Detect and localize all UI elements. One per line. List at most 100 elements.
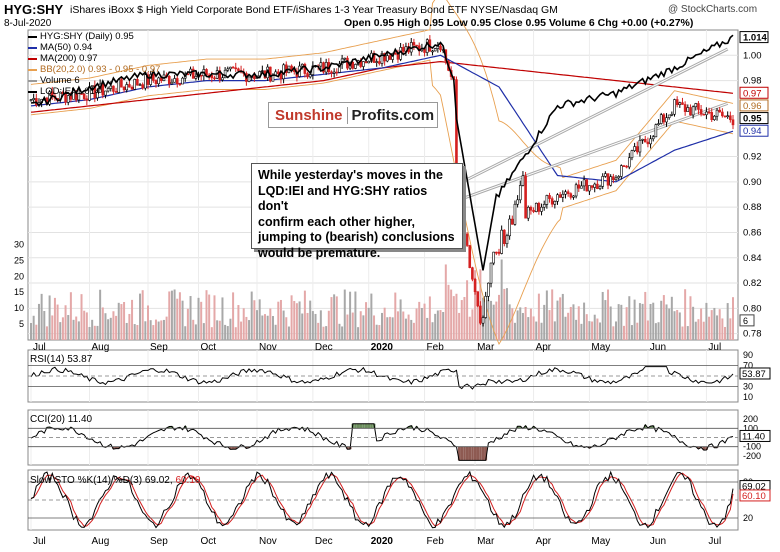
cci-fill [356, 423, 360, 429]
price-candle-body [229, 66, 232, 70]
price-candle-body [112, 85, 115, 92]
cci-line [30, 423, 734, 461]
price-candle-body [526, 206, 530, 219]
legend-label: BB(20,2.0) 0.93 - 0.95 - 0.97 [40, 64, 161, 75]
volume-bar [713, 307, 716, 340]
price-candle-body [138, 84, 142, 86]
price-candle-body [130, 86, 134, 90]
price-candle-body [386, 55, 389, 62]
volume-bar [365, 302, 368, 340]
volume-value-label: 6 [743, 316, 748, 326]
price-candle-body [122, 86, 126, 91]
price-candle-body [362, 61, 365, 67]
annotation-line: While yesterday's moves in the [258, 168, 443, 182]
volume-bar [266, 315, 269, 340]
volume-bar [250, 291, 253, 340]
volume-bar [399, 299, 402, 340]
price-candle-body [473, 278, 477, 293]
cci-axis-label: -200 [743, 451, 761, 461]
volume-bar [139, 293, 142, 340]
volume-bar [170, 290, 173, 340]
price-candle-body [106, 88, 110, 92]
volume-bar [269, 308, 272, 340]
x-axis-tick: Aug [92, 536, 110, 547]
price-candle-body [604, 173, 607, 177]
volume-bar [357, 327, 360, 340]
volume-bar [468, 316, 471, 340]
rsi-axis-label: 90 [743, 350, 753, 360]
price-candle-body [114, 91, 118, 93]
price-candle-body [707, 111, 711, 114]
volume-bar [200, 301, 203, 340]
volume-axis-label: 30 [14, 239, 24, 249]
chart-description: iShares iBoxx $ High Yield Corporate Bon… [70, 4, 558, 16]
volume-bar [492, 304, 495, 340]
volume-bar [37, 303, 40, 340]
volume-bar [521, 313, 524, 340]
price-candle-body [401, 47, 405, 52]
volume-bar [144, 321, 147, 340]
rsi-label: RSI(14) 53.87 [30, 354, 93, 365]
volume-bar [516, 310, 519, 340]
price-candle-body [612, 176, 615, 181]
cci-fill [362, 423, 365, 429]
cci-fill [484, 446, 488, 461]
volume-bar [224, 324, 227, 340]
volume-bar [359, 311, 362, 340]
volume-bar [293, 300, 296, 340]
cci-fill [457, 446, 461, 461]
volume-bar [423, 303, 426, 340]
rsi-value-label: 53.87 [742, 369, 766, 380]
volume-bar [77, 321, 80, 340]
volume-bar [197, 297, 200, 340]
volume-bar [625, 307, 628, 340]
legend-swatch [28, 57, 37, 60]
price-candle-body [213, 77, 216, 80]
cci-fill [702, 446, 706, 451]
price-candle-body [729, 115, 732, 121]
sto-label-k: Slow STO %K(14) %D(3) 69.02, [30, 475, 173, 486]
legend-label: Volume 6 [40, 75, 80, 86]
volume-bar [412, 322, 415, 340]
price-candle-body [383, 53, 386, 62]
volume-bar [556, 300, 559, 340]
legend-label: MA(50) 0.94 [40, 42, 93, 53]
volume-bar [245, 316, 248, 340]
price-candle-body [431, 50, 434, 53]
price-axis-label: 1.00 [743, 50, 762, 61]
x-axis-tick: Sep [150, 536, 168, 547]
volume-bar [213, 295, 216, 340]
x-axis-tick: Feb [427, 536, 445, 547]
price-candle-body [686, 107, 690, 112]
logo-part-1: Sunshine [275, 106, 343, 124]
volume-bar [61, 317, 64, 340]
volume-bar [599, 322, 602, 340]
cci-fill [117, 446, 121, 449]
price-candle-body [415, 44, 418, 47]
volume-bar [572, 304, 575, 340]
stoch-d-tag [739, 489, 771, 502]
cci-fill [293, 427, 296, 429]
price-candle-body [617, 176, 620, 179]
volume-bar [298, 301, 301, 340]
volume-bar [561, 293, 564, 340]
price-candle-body [223, 69, 227, 79]
price-candle-body [723, 115, 727, 118]
price-candle-body [476, 291, 480, 307]
volume-bar [30, 323, 32, 340]
volume-bar [277, 301, 280, 340]
volume-bar [686, 326, 689, 340]
volume-bar [588, 321, 591, 340]
volume-bar [710, 310, 713, 340]
volume-bar [306, 312, 309, 340]
volume-bar [141, 290, 144, 340]
price-candle-body [378, 61, 381, 64]
cci-axis-label: -100 [743, 442, 761, 452]
price-candle-body [675, 99, 679, 105]
volume-bar [532, 316, 535, 340]
price-axis-label: 1.014 [743, 33, 767, 44]
volume-bar [652, 302, 655, 340]
volume-bar [564, 316, 567, 340]
volume-bar [463, 297, 466, 340]
volume-bar [48, 295, 51, 340]
